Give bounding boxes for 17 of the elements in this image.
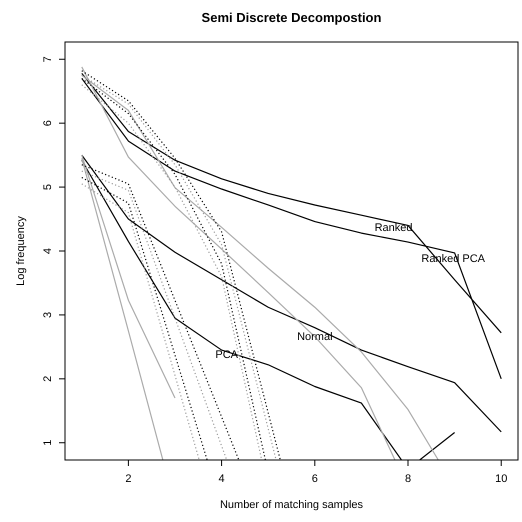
y-tick-label: 6 [42, 120, 54, 126]
y-tick-label: 4 [42, 248, 54, 254]
y-axis-title: Log frequency [15, 216, 27, 286]
y-tick-label: 3 [42, 312, 54, 318]
y-tick-label: 5 [42, 184, 54, 190]
x-tick-label: 4 [218, 473, 225, 485]
y-tick-label: 7 [42, 56, 54, 62]
x-tick-label: 10 [495, 473, 508, 485]
annotation: Ranked [374, 222, 413, 234]
y-tick-label: 2 [42, 376, 54, 382]
x-tick-label: 8 [404, 473, 412, 485]
x-axis-title: Number of matching samples [220, 499, 364, 511]
annotation: Normal [297, 330, 333, 343]
x-tick-label: 6 [312, 473, 318, 485]
y-tick-label: 1 [42, 440, 54, 446]
chart-title: Semi Discrete Decompostion [202, 10, 382, 25]
x-tick-label: 2 [125, 473, 132, 485]
